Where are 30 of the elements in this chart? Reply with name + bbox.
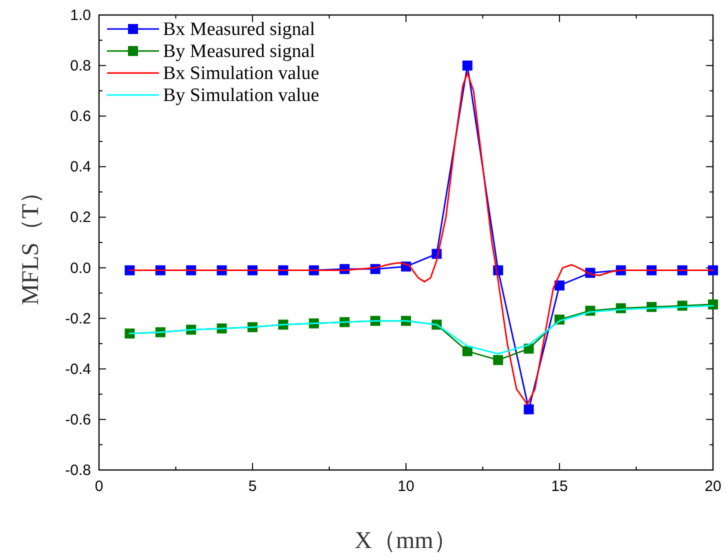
y-tick-label: -0.6	[65, 411, 91, 428]
x-tick-label: 20	[704, 478, 722, 495]
y-axis-title: MFLS（T）	[18, 180, 44, 306]
y-tick-label: 0.4	[70, 158, 91, 176]
x-tick-label: 5	[248, 478, 257, 495]
y-tick-label: -0.4	[65, 360, 91, 378]
y-tick-label: 1.0	[70, 7, 91, 24]
legend-label: By Simulation value	[163, 85, 320, 106]
point	[554, 280, 564, 290]
y-tick-label: -0.8	[65, 462, 91, 479]
y-tick-label: -0.2	[65, 310, 91, 328]
x-tick-label: 15	[551, 478, 568, 495]
point	[708, 265, 718, 276]
point	[124, 265, 135, 276]
x-axis-title: X（mm）	[354, 528, 458, 554]
y-tick-label: 0.0	[70, 260, 91, 277]
point	[708, 299, 718, 310]
x-tick-label: 10	[398, 478, 414, 495]
legend-label: Bx Simulation value	[163, 63, 320, 84]
legend-label: By Measured signal	[163, 41, 315, 62]
y-tick-label: 0.8	[70, 58, 91, 75]
legend-label: Bx Measured signal	[163, 19, 315, 40]
point	[462, 60, 472, 71]
x-tick-label: 0	[94, 478, 104, 495]
y-tick-label: 0.2	[70, 209, 91, 226]
point	[524, 404, 534, 414]
point	[493, 355, 504, 366]
y-tick-label: 0.6	[70, 108, 91, 126]
point	[124, 328, 135, 338]
point	[462, 346, 472, 356]
